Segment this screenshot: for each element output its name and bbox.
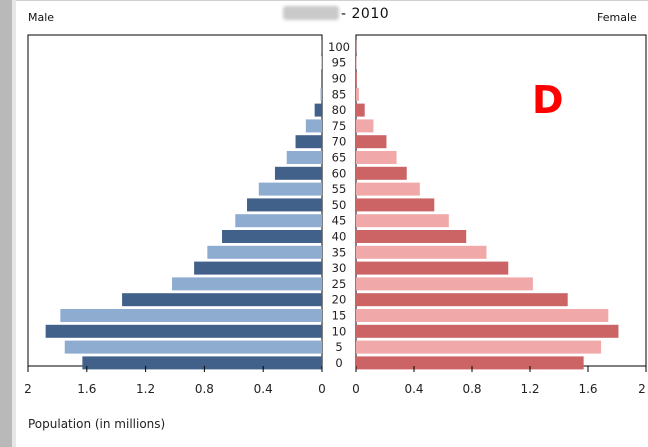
female-x-tick-label: 1.2 [520, 382, 539, 396]
chart-title: - 2010 [283, 6, 389, 22]
female-bar-age-40 [356, 230, 467, 243]
male-bar-age-65 [286, 151, 322, 164]
chart-title-year: - 2010 [341, 6, 390, 22]
x-axis-title: Population (in millions) [28, 417, 166, 431]
male-bar-age-5 [64, 340, 322, 354]
female-bar-age-20 [356, 293, 568, 307]
age-label-30: 30 [332, 261, 347, 275]
age-label-45: 45 [332, 214, 347, 228]
male-bar-age-80 [314, 103, 322, 117]
age-label-0: 0 [335, 356, 342, 370]
age-label-60: 60 [332, 166, 347, 180]
age-label-70: 70 [332, 135, 347, 149]
male-bar-age-10 [45, 324, 322, 338]
female-bar-age-55 [356, 182, 420, 196]
male-x-tick-label: 1.2 [136, 382, 155, 396]
male-bar-age-70 [295, 135, 322, 149]
age-label-15: 15 [332, 309, 347, 323]
female-bar-age-30 [356, 261, 509, 275]
male-bar-age-15 [60, 309, 323, 322]
male-bar-age-30 [194, 261, 322, 275]
age-label-85: 85 [332, 87, 347, 101]
window-top-border [16, 0, 648, 1]
male-x-tick-label: 0.8 [195, 382, 214, 396]
female-bar-age-5 [356, 340, 602, 354]
answer-letter: D [532, 78, 564, 122]
male-bar-age-35 [207, 245, 322, 259]
female-bar-age-25 [356, 277, 533, 291]
female-bar-age-50 [356, 198, 435, 212]
female-bar-age-70 [356, 135, 387, 149]
female-label: Female [597, 11, 637, 24]
female-x-tick-label: 0.8 [462, 382, 481, 396]
age-label-75: 75 [332, 119, 347, 133]
female-x-tick-label: 2 [638, 382, 646, 396]
female-bar-age-90 [356, 72, 357, 85]
age-label-10: 10 [332, 324, 347, 338]
age-label-50: 50 [332, 198, 347, 212]
female-bar-age-60 [356, 166, 407, 180]
male-x-tick-label: 0 [318, 382, 326, 396]
female-bar-age-65 [356, 151, 397, 164]
age-label-100: 100 [328, 40, 350, 54]
age-label-35: 35 [332, 245, 347, 259]
age-label-25: 25 [332, 277, 347, 291]
female-x-tick-label: 1.6 [578, 382, 597, 396]
age-label-65: 65 [332, 151, 347, 165]
female-bar-age-75 [356, 119, 374, 133]
male-x-tick-label: 0.4 [254, 382, 273, 396]
age-label-80: 80 [332, 103, 347, 117]
window-left-border [12, 0, 16, 447]
male-label: Male [28, 11, 55, 24]
female-bar-age-10 [356, 324, 619, 338]
redacted-country-name [283, 6, 339, 20]
male-bar-age-85 [320, 87, 322, 101]
female-bar-age-45 [356, 214, 449, 228]
female-bar-age-85 [356, 87, 359, 101]
male-bar-age-20 [122, 293, 322, 307]
male-bar-age-90 [321, 72, 322, 85]
male-x-tick-label: 2 [24, 382, 32, 396]
window-left-gutter [0, 0, 12, 447]
male-bar-age-25 [172, 277, 322, 291]
male-bar-age-40 [222, 230, 322, 243]
male-bar-age-60 [274, 166, 322, 180]
female-bar-age-0 [356, 356, 584, 370]
age-label-55: 55 [332, 182, 347, 196]
age-label-5: 5 [335, 340, 342, 354]
male-bar-age-50 [247, 198, 322, 212]
female-x-tick-label: 0.4 [404, 382, 423, 396]
male-bar-age-45 [235, 214, 322, 228]
male-bar-age-55 [258, 182, 322, 196]
male-bar-age-0 [82, 356, 322, 370]
male-bar-age-75 [305, 119, 322, 133]
age-label-90: 90 [332, 72, 347, 86]
female-bar-age-80 [356, 103, 365, 117]
age-label-20: 20 [332, 293, 347, 307]
female-bar-age-35 [356, 245, 487, 259]
female-bar-age-15 [356, 309, 609, 322]
age-label-95: 95 [332, 56, 347, 70]
female-x-tick-label: 0 [352, 382, 360, 396]
age-label-40: 40 [332, 230, 347, 244]
male-x-tick-label: 1.6 [77, 382, 96, 396]
